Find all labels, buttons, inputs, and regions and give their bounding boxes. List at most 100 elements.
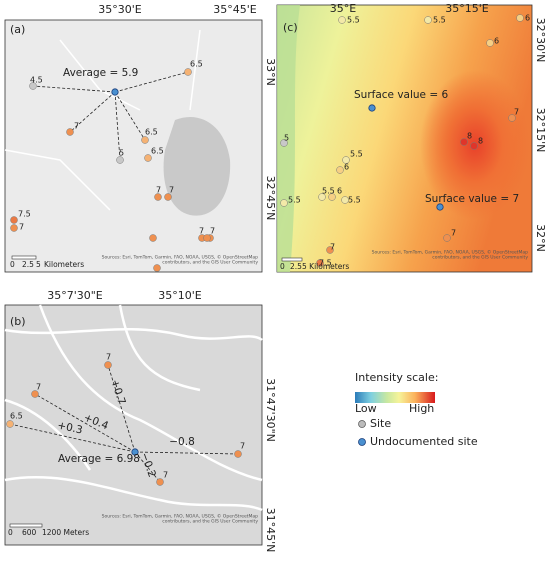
lon-label: 35°10'E bbox=[158, 289, 202, 302]
site bbox=[156, 478, 164, 486]
site-label: 7 bbox=[74, 122, 79, 131]
legend-title: Intensity scale: bbox=[355, 371, 438, 384]
site-label: 7 bbox=[199, 227, 204, 236]
site-label: 5.5 bbox=[347, 16, 360, 25]
connector bbox=[107, 364, 136, 453]
lake bbox=[163, 116, 231, 216]
lon-label: 35°15'E bbox=[445, 2, 489, 15]
site-label: 5 bbox=[119, 149, 124, 158]
scale-label: 2.5 bbox=[290, 262, 302, 271]
site bbox=[443, 234, 451, 242]
scale-label: 2.5 bbox=[22, 260, 34, 269]
site-label: 5 bbox=[284, 134, 289, 143]
connector bbox=[114, 71, 189, 93]
site-label: 7 bbox=[156, 186, 161, 195]
legend-low: Low bbox=[355, 402, 377, 415]
lon-label: 35°30'E bbox=[98, 3, 142, 16]
site-label: 7 bbox=[240, 442, 245, 451]
site-label: 6 bbox=[525, 14, 530, 23]
site bbox=[318, 193, 326, 201]
scale-label: 0 bbox=[280, 262, 285, 271]
site bbox=[316, 259, 324, 267]
lat-label: 33°N bbox=[264, 58, 277, 86]
site bbox=[10, 224, 18, 232]
road bbox=[4, 304, 263, 512]
site-label: 8 bbox=[478, 137, 483, 146]
intensity-bar bbox=[355, 392, 435, 403]
undocumented-site bbox=[131, 448, 139, 456]
site-symbol bbox=[358, 420, 366, 428]
site bbox=[164, 193, 172, 201]
lat-label: 31°47'30"N bbox=[264, 378, 277, 442]
site bbox=[144, 154, 152, 162]
site-label: 6.5 bbox=[190, 60, 203, 69]
connector bbox=[32, 85, 116, 93]
scale-label: 600 bbox=[22, 528, 37, 537]
site bbox=[153, 264, 161, 272]
site-label: 4.5 bbox=[30, 76, 43, 85]
undocumented-site bbox=[111, 88, 119, 96]
site bbox=[31, 390, 39, 398]
connector bbox=[114, 91, 146, 141]
undocumented-site bbox=[368, 104, 376, 112]
site bbox=[341, 196, 349, 204]
attribution: contributors, and the GIS User Community bbox=[162, 519, 258, 525]
site-label: 5.5 bbox=[348, 196, 361, 205]
scale-bar bbox=[11, 255, 37, 260]
site-label: 8 bbox=[467, 132, 472, 141]
site-label: 6 bbox=[494, 37, 499, 46]
scale-label: 1200 Meters bbox=[42, 528, 89, 537]
undocumented-symbol bbox=[358, 438, 366, 446]
difference-label: −0.8 bbox=[169, 436, 195, 448]
panel-label: (c) bbox=[283, 21, 298, 34]
site-label: 6.5 bbox=[145, 128, 158, 137]
attribution: Sources: Esri, TomTom, Garmin, FAO, NOAA… bbox=[102, 513, 259, 520]
site bbox=[149, 234, 157, 242]
scale-label: Kilometers bbox=[44, 260, 84, 269]
map-b bbox=[4, 304, 263, 546]
annotation: Surface value = 6 bbox=[354, 89, 448, 101]
site bbox=[280, 199, 288, 207]
site-label: 7 bbox=[451, 229, 456, 238]
site bbox=[141, 136, 149, 144]
legend-high: High bbox=[409, 402, 434, 415]
annotation: Average = 5.9 bbox=[63, 67, 138, 79]
site-label: 7.5 bbox=[18, 210, 31, 219]
connector bbox=[34, 393, 136, 453]
scale-label: 0 bbox=[10, 260, 15, 269]
scale-label: 0 bbox=[8, 528, 13, 537]
connector bbox=[69, 91, 116, 133]
connector bbox=[134, 451, 161, 483]
site bbox=[470, 142, 478, 150]
site-label: 6 bbox=[344, 163, 349, 172]
site bbox=[486, 39, 494, 47]
site bbox=[116, 156, 124, 164]
attribution: Sources: Esri, TomTom, Garmin, FAO, NOAA… bbox=[102, 254, 259, 261]
attribution: Sources: Esri, TomTom, Garmin, FAO, NOAA… bbox=[372, 249, 529, 256]
site bbox=[424, 16, 432, 24]
site bbox=[342, 156, 350, 164]
site bbox=[29, 82, 37, 90]
site bbox=[104, 361, 112, 369]
annotation: Average = 6.98 bbox=[58, 453, 140, 465]
legend-site: Site bbox=[370, 417, 391, 430]
site-label: 7 bbox=[330, 243, 335, 252]
lon-label: 35°E bbox=[330, 2, 356, 15]
site bbox=[508, 114, 516, 122]
site bbox=[336, 166, 344, 174]
scale-label: 5 bbox=[36, 260, 41, 269]
undocumented-site bbox=[436, 203, 444, 211]
site-label: 6.5 bbox=[10, 412, 23, 421]
scale-label: 5 Kilometers bbox=[302, 262, 349, 271]
lat-label: 32°N bbox=[534, 224, 547, 252]
site bbox=[203, 234, 211, 242]
attribution: contributors, and the GIS User Community bbox=[162, 260, 258, 266]
lat-label: 31°45'N bbox=[264, 508, 277, 553]
site bbox=[154, 193, 162, 201]
site bbox=[516, 14, 524, 22]
attribution: contributors, and the GIS User Community bbox=[432, 255, 528, 261]
site-label: 7 bbox=[106, 353, 111, 362]
site-label: 7 bbox=[210, 227, 215, 236]
site bbox=[10, 216, 18, 224]
